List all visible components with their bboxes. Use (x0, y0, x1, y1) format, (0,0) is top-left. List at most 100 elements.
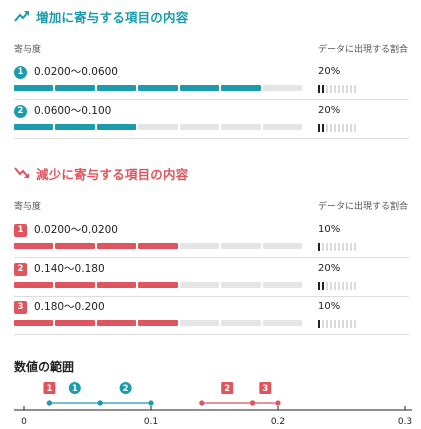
x-tick-label: 0.3 (398, 417, 412, 427)
increase-row-2: 2 0.0600〜0.100 20% (14, 101, 409, 139)
range-endpoint (250, 400, 256, 406)
contribution-segment (55, 282, 95, 288)
contribution-segment (55, 85, 95, 91)
share-tick (342, 282, 344, 290)
share-tick (322, 124, 324, 132)
contribution-segment (138, 124, 178, 130)
share-tick (346, 124, 348, 132)
share-tick (318, 85, 320, 93)
range-chart: 0 0.1 0.2 0.3 1 2 3 1 2 (14, 382, 412, 427)
share-tick (334, 320, 336, 328)
contribution-bar (14, 124, 302, 130)
range-badge (68, 382, 81, 394)
contribution-segment (179, 320, 220, 326)
contribution-segment (14, 243, 54, 249)
share-tick (334, 282, 336, 290)
contribution-segment (96, 85, 137, 91)
decrease-col-share: データに出現する割合 (318, 202, 409, 212)
share-tick (326, 320, 328, 328)
contribution-segment (179, 243, 220, 249)
share-tick (334, 85, 336, 93)
share-tick (326, 243, 328, 251)
share-ticks (318, 124, 356, 132)
x-tick-label: 0 (21, 417, 27, 427)
contribution-bar (14, 85, 302, 91)
share-tick (330, 243, 332, 251)
range-badge-label: 1 (72, 384, 78, 394)
range-badge-label: 2 (123, 384, 129, 394)
increase-row-1: 1 0.0200〜0.0600 20% (14, 62, 409, 100)
share-tick (342, 243, 344, 251)
increase-badge-2: 2 (14, 105, 27, 118)
range-endpoint (46, 400, 53, 406)
x-tick-label: 0.2 (271, 417, 285, 427)
contribution-segment (138, 282, 178, 288)
share-tick (334, 243, 336, 251)
increase-range-2: 0.0600〜0.100 (34, 105, 112, 117)
share-percent: 20% (318, 263, 341, 274)
share-percent: 10% (318, 224, 341, 235)
share-tick (354, 282, 356, 290)
contribution-segment (138, 243, 178, 249)
share-tick (330, 282, 332, 290)
share-ticks (318, 243, 356, 251)
decrease-col-contribution: 寄与度 (14, 202, 42, 212)
share-tick (354, 85, 356, 93)
increase-badge-1: 1 (14, 66, 27, 79)
share-tick (354, 124, 356, 132)
share-tick (322, 243, 324, 251)
share-tick (350, 320, 352, 328)
trend-up-icon (14, 11, 29, 22)
contribution-segment (179, 282, 220, 288)
contribution-segment (262, 282, 302, 288)
contribution-segment (138, 85, 178, 91)
share-tick (346, 85, 348, 93)
increase-col-contribution: 寄与度 (14, 45, 42, 55)
contribution-segment (262, 85, 302, 91)
share-tick (318, 282, 320, 290)
contribution-segment (179, 85, 220, 91)
range-badge (119, 382, 132, 394)
range-endpoint (148, 400, 154, 406)
share-ticks (318, 85, 356, 93)
range-badge-label: 1 (46, 384, 52, 394)
range-section-title: 数値の範囲 (14, 360, 75, 374)
range-endpoint (199, 400, 205, 406)
decrease-range-3: 0.180〜0.200 (34, 301, 105, 313)
contribution-segment (14, 124, 54, 130)
range-badge (259, 382, 272, 394)
contribution-segment (14, 320, 54, 326)
share-tick (338, 243, 340, 251)
share-tick (330, 320, 332, 328)
share-tick (350, 282, 352, 290)
contribution-segment (221, 320, 261, 326)
decrease-row-2: 2 0.140〜0.180 20% (14, 259, 409, 297)
share-tick (326, 85, 328, 93)
increase-range-1: 0.0200〜0.0600 (34, 66, 118, 78)
decrease-range-2: 0.140〜0.180 (34, 263, 105, 275)
contribution-segment (262, 320, 302, 326)
contribution-bar (14, 282, 302, 288)
increase-col-share: データに出現する割合 (318, 45, 409, 55)
contribution-segment (55, 124, 95, 130)
contribution-bar (14, 243, 302, 249)
share-tick (338, 85, 340, 93)
increase-title-text: 増加に寄与する項目の内容 (36, 9, 189, 25)
share-tick (318, 243, 320, 251)
contribution-segment (179, 124, 220, 130)
share-tick (346, 282, 348, 290)
share-tick (330, 124, 332, 132)
share-tick (350, 85, 352, 93)
share-ticks (318, 320, 356, 328)
range-badge (221, 382, 234, 394)
contribution-segment (221, 124, 261, 130)
trend-down-icon (14, 167, 29, 178)
share-tick (354, 243, 356, 251)
contribution-segment (55, 243, 95, 249)
decrease-range-1: 0.0200〜0.0200 (34, 224, 118, 236)
share-tick (338, 320, 340, 328)
increase-section-title: 増加に寄与する項目の内容 (14, 6, 188, 26)
contribution-segment (96, 282, 137, 288)
share-tick (342, 320, 344, 328)
share-tick (354, 320, 356, 328)
